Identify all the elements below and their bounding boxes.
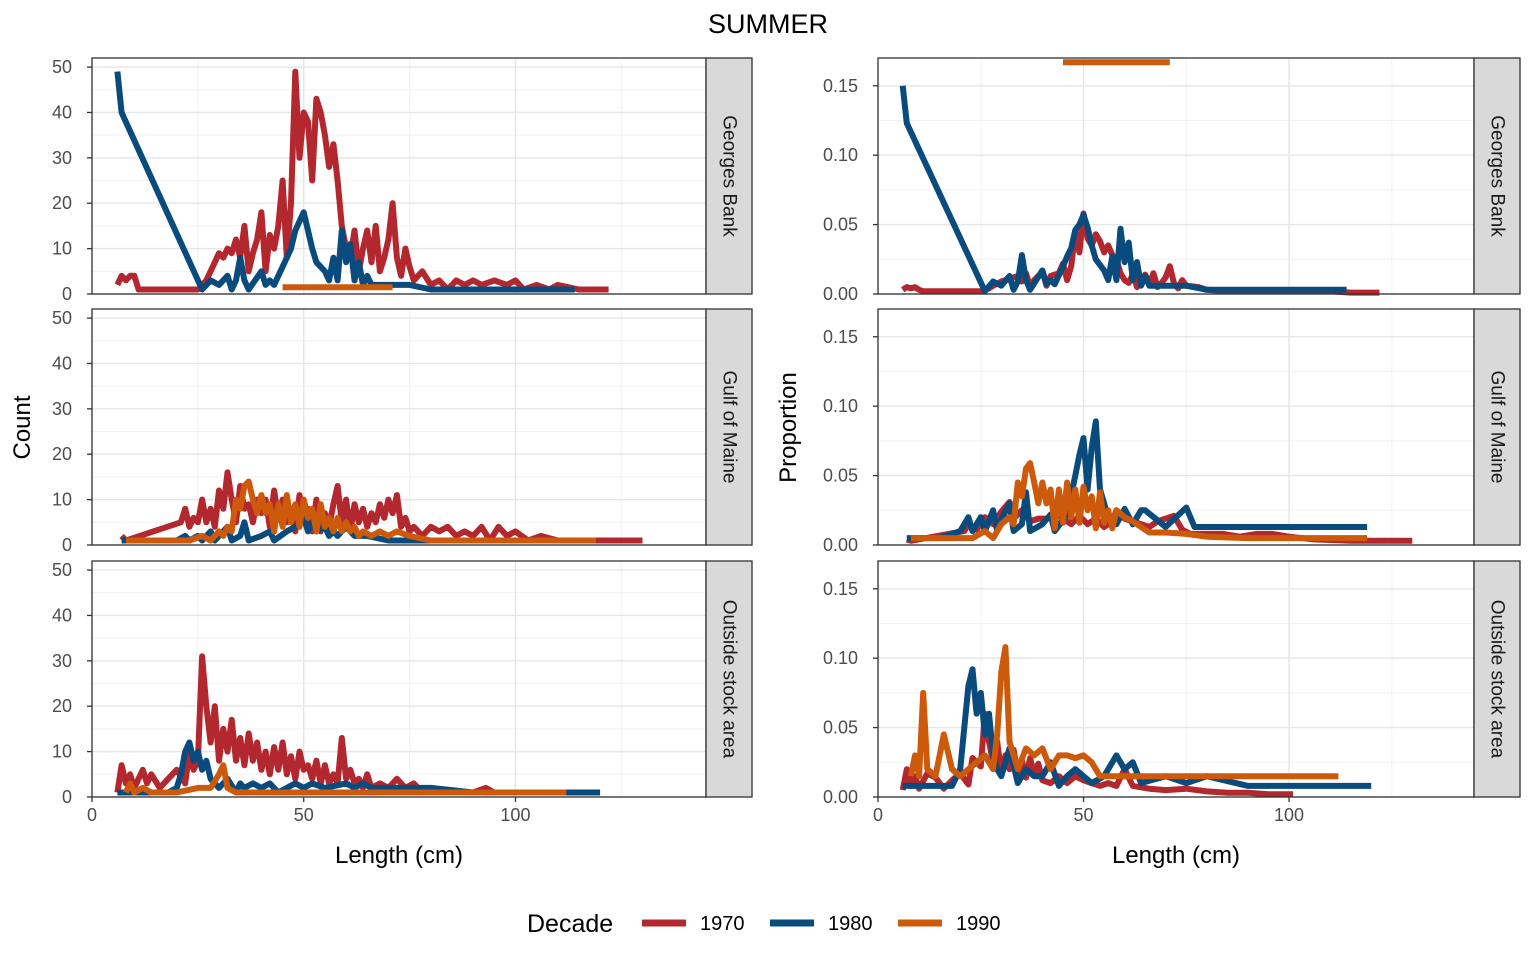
panel-1-2: 0.00 0.05 0.10 0.15 Outside stock area 0 50 100 bbox=[823, 560, 1521, 825]
series-line-1980 bbox=[906, 418, 1368, 542]
y-tick-label: 0.10 bbox=[823, 396, 858, 416]
y-tick-label: 0.05 bbox=[823, 466, 858, 486]
facet-strip-label: Gulf of Maine bbox=[1487, 371, 1508, 484]
facet-strip-label: Georges Bank bbox=[1487, 115, 1508, 237]
x-tick-label: 0 bbox=[87, 805, 97, 825]
panel-1-0: 0.00 0.05 0.10 0.15 Georges Bank bbox=[823, 57, 1521, 304]
x-tick-label: 100 bbox=[1274, 805, 1304, 825]
y-tick-label: 20 bbox=[52, 696, 72, 716]
series-line-1990 bbox=[907, 644, 1339, 780]
facet-strip-label: Georges Bank bbox=[719, 115, 740, 237]
y-tick-label: 40 bbox=[52, 353, 72, 373]
y-tick-label: 0 bbox=[62, 284, 72, 304]
y-tick-label: 0.15 bbox=[823, 327, 858, 347]
x-tick-label: 100 bbox=[500, 805, 530, 825]
y-tick-label: 50 bbox=[52, 308, 72, 328]
y-tick-label: 0.15 bbox=[823, 579, 858, 599]
y-tick-label: 40 bbox=[52, 102, 72, 122]
panel-0-1: 0 10 20 30 40 50 Gulf of Maine bbox=[52, 308, 753, 555]
series-line-1980 bbox=[899, 85, 1347, 295]
facet-strip bbox=[1473, 57, 1521, 295]
y-tick-label: 10 bbox=[52, 490, 72, 510]
y-tick-label: 0.10 bbox=[823, 145, 858, 165]
y-tick-label: 40 bbox=[52, 605, 72, 625]
facet-strip bbox=[1473, 560, 1521, 798]
series-line-1970 bbox=[114, 68, 609, 293]
plot-area: 0 10 20 30 40 50 Georges Bank 0 10 20 30 40 50 Gulf o… bbox=[9, 57, 1521, 869]
legend: Decade 1970 1980 1990 bbox=[527, 910, 1001, 938]
y-tick-label: 0.05 bbox=[823, 215, 858, 235]
y-tick-label: 20 bbox=[52, 193, 72, 213]
facet-strip-label: Gulf of Maine bbox=[719, 371, 740, 484]
x-axis-title: Length (cm) bbox=[335, 842, 463, 869]
panel-0-0: 0 10 20 30 40 50 Georges Bank bbox=[52, 57, 753, 304]
y-axis-title: Count bbox=[9, 395, 36, 459]
y-tick-label: 50 bbox=[52, 560, 72, 580]
y-tick-label: 10 bbox=[52, 742, 72, 762]
x-tick-label: 50 bbox=[294, 805, 314, 825]
y-axis-title: Proportion bbox=[775, 372, 802, 483]
y-tick-label: 0.15 bbox=[823, 76, 858, 96]
facet-strip bbox=[1473, 308, 1521, 546]
y-tick-label: 0 bbox=[62, 535, 72, 555]
series-line-1990 bbox=[123, 762, 567, 796]
facet-strip-label: Outside stock area bbox=[1487, 600, 1508, 759]
y-tick-label: 0.05 bbox=[823, 718, 858, 738]
legend-label-1990: 1990 bbox=[956, 913, 1001, 935]
y-tick-label: 0.00 bbox=[823, 535, 858, 555]
chart-title: SUMMER bbox=[708, 9, 828, 39]
facet-strip-label: Outside stock area bbox=[719, 600, 740, 759]
series-line-1970 bbox=[119, 469, 643, 544]
legend-title: Decade bbox=[527, 910, 613, 938]
panel-1-1: 0.00 0.05 0.10 0.15 Gulf of Maine bbox=[823, 308, 1521, 555]
panel-background bbox=[878, 309, 1474, 545]
panel-background bbox=[878, 561, 1474, 797]
y-tick-label: 30 bbox=[52, 651, 72, 671]
x-tick-label: 0 bbox=[873, 805, 883, 825]
y-tick-label: 20 bbox=[52, 444, 72, 464]
facet-strip bbox=[705, 57, 753, 295]
panel-0-2: 0 10 20 30 40 50 Outside stock area 0 50 100 bbox=[52, 560, 753, 825]
series-line-1980 bbox=[117, 739, 601, 796]
series-line-1990 bbox=[125, 478, 596, 544]
x-tick-label: 50 bbox=[1074, 805, 1094, 825]
y-tick-label: 10 bbox=[52, 239, 72, 259]
y-tick-label: 30 bbox=[52, 148, 72, 168]
y-tick-label: 0 bbox=[62, 787, 72, 807]
y-tick-label: 0.00 bbox=[823, 787, 858, 807]
y-tick-label: 50 bbox=[52, 57, 72, 77]
y-tick-label: 30 bbox=[52, 399, 72, 419]
panel-background bbox=[878, 58, 1474, 294]
facet-strip bbox=[705, 308, 753, 546]
y-tick-label: 0.10 bbox=[823, 648, 858, 668]
legend-label-1980: 1980 bbox=[828, 913, 873, 935]
series-line-1970 bbox=[114, 653, 584, 796]
legend-label-1970: 1970 bbox=[700, 913, 745, 935]
x-axis-title: Length (cm) bbox=[1112, 842, 1240, 869]
facet-strip bbox=[705, 560, 753, 798]
y-tick-label: 0.00 bbox=[823, 284, 858, 304]
series-line-1990 bbox=[910, 460, 1368, 542]
